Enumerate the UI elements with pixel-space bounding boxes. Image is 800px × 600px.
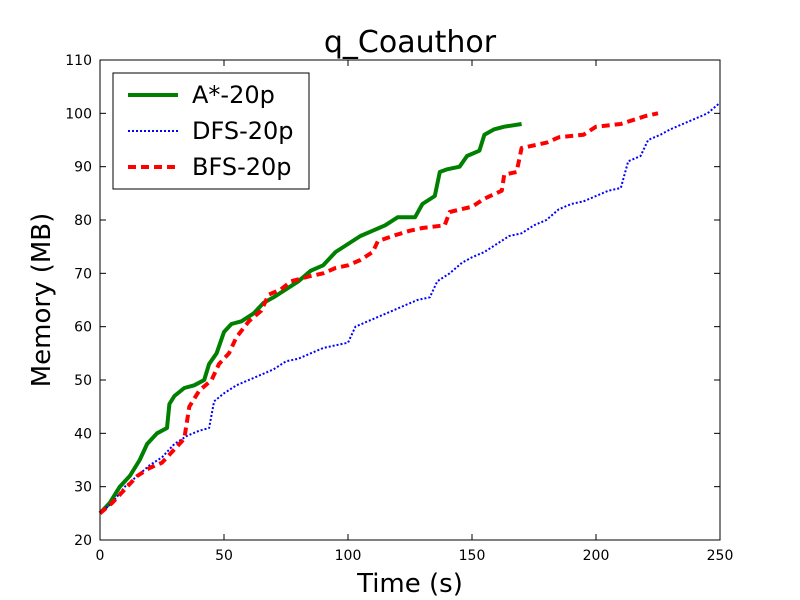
y-tick-label: 70 [74,266,92,282]
series-line-dfs-20p [99,101,721,515]
legend-label-a-star: A*-20p [192,81,275,109]
chart-title: q_Coauthor [324,25,497,60]
legend-label-dfs: DFS-20p [192,117,294,145]
y-tick-label: 80 [74,213,92,229]
y-tick-label: 90 [74,160,92,176]
y-tick-label: 110 [65,53,92,69]
x-tick-label: 150 [459,548,486,564]
x-tick-label: 0 [96,548,105,564]
legend: A*-20p DFS-20p BFS-20p [112,72,310,190]
y-tick-label: 30 [74,480,92,496]
series-line-bfs-20p [98,111,659,515]
y-tick-label: 20 [74,533,92,549]
plot-frame [99,59,721,541]
tick-layer: 0 50 100 150 200 250 20 30 40 50 60 70 80 90 100 110 [65,53,733,564]
y-tick-label: 100 [65,106,92,122]
x-tick-label: 50 [215,548,233,564]
y-axis-title: Memory (MB) [27,213,57,388]
legend-label-bfs: BFS-20p [192,153,292,181]
y-tick-label: 50 [74,373,92,389]
x-tick-label: 200 [583,548,610,564]
series-line-a-20p [98,122,522,515]
y-tick-label: 60 [74,320,92,336]
x-tick-label: 250 [707,548,734,564]
y-tick-label: 40 [74,426,92,442]
x-tick-label: 100 [335,548,362,564]
series-layer [98,101,721,515]
x-axis-title: Time (s) [356,569,463,599]
